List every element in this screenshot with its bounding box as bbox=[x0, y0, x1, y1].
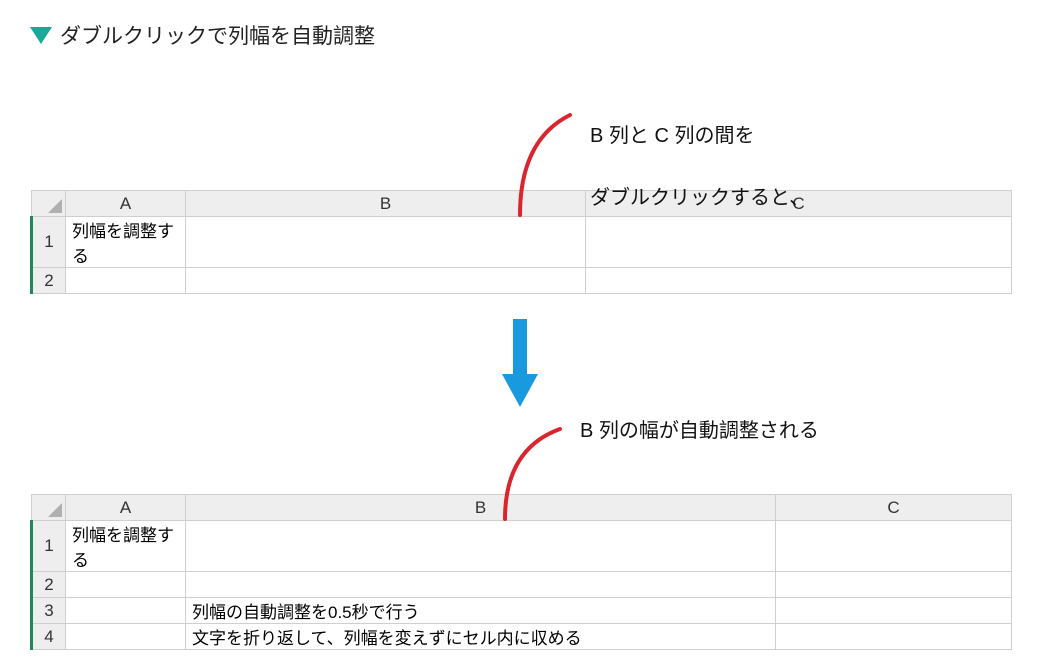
cell[interactable] bbox=[776, 521, 1012, 572]
cell[interactable] bbox=[186, 521, 776, 572]
cell[interactable] bbox=[586, 268, 1012, 294]
title-text: ダブルクリックで列幅を自動調整 bbox=[60, 20, 375, 50]
down-arrow-icon bbox=[500, 319, 540, 409]
annotation-2-block: B 列の幅が自動調整される bbox=[30, 424, 1009, 494]
select-all-corner[interactable] bbox=[32, 495, 66, 521]
annotation-1-line1: B 列と C 列の間を bbox=[590, 125, 754, 147]
table-row: 3 列幅の自動調整を0.5秒で行う bbox=[32, 598, 1012, 624]
cell[interactable] bbox=[66, 598, 186, 624]
cell[interactable] bbox=[776, 624, 1012, 650]
cell[interactable]: 列幅を調整する bbox=[66, 521, 186, 572]
annotation-1-line2: ダブルクリックすると、 bbox=[590, 187, 809, 209]
row-header[interactable]: 4 bbox=[32, 624, 66, 650]
cell[interactable] bbox=[66, 572, 186, 598]
table-row: 2 bbox=[32, 572, 1012, 598]
row-header[interactable]: 1 bbox=[32, 521, 66, 572]
cell[interactable]: 文字を折り返して、列幅を変えずにセル内に収める bbox=[186, 624, 776, 650]
annotation-2-text: B 列の幅が自動調整される bbox=[580, 416, 819, 447]
col-header-A[interactable]: A bbox=[66, 495, 186, 521]
row-header[interactable]: 1 bbox=[32, 217, 66, 268]
select-all-corner[interactable] bbox=[32, 191, 66, 217]
cell[interactable] bbox=[66, 624, 186, 650]
table-row: 2 bbox=[32, 268, 1012, 294]
cell[interactable] bbox=[66, 268, 186, 294]
down-arrow-block bbox=[30, 319, 1009, 414]
section-title: ダブルクリックで列幅を自動調整 bbox=[30, 20, 1009, 50]
row-header[interactable]: 2 bbox=[32, 572, 66, 598]
cell[interactable] bbox=[586, 217, 1012, 268]
row-header[interactable]: 3 bbox=[32, 598, 66, 624]
row-header[interactable]: 2 bbox=[32, 268, 66, 294]
col-header-C[interactable]: C bbox=[776, 495, 1012, 521]
cell[interactable]: 列幅の自動調整を0.5秒で行う bbox=[186, 598, 776, 624]
cell[interactable] bbox=[186, 268, 586, 294]
annotation-1-text: B 列と C 列の間を ダブルクリックすると、 bbox=[590, 90, 809, 214]
annotation-1-block: B 列と C 列の間を ダブルクリックすると、 bbox=[30, 100, 1009, 190]
cell[interactable] bbox=[776, 572, 1012, 598]
col-header-A[interactable]: A bbox=[66, 191, 186, 217]
cell[interactable]: 列幅を調整する bbox=[66, 217, 186, 268]
cell[interactable] bbox=[776, 598, 1012, 624]
table-row: 4 文字を折り返して、列幅を変えずにセル内に収める bbox=[32, 624, 1012, 650]
triangle-icon bbox=[30, 27, 52, 44]
cell[interactable] bbox=[186, 217, 586, 268]
cell[interactable] bbox=[186, 572, 776, 598]
table-row: 1 列幅を調整する bbox=[32, 521, 1012, 572]
table-row: 1 列幅を調整する bbox=[32, 217, 1012, 268]
